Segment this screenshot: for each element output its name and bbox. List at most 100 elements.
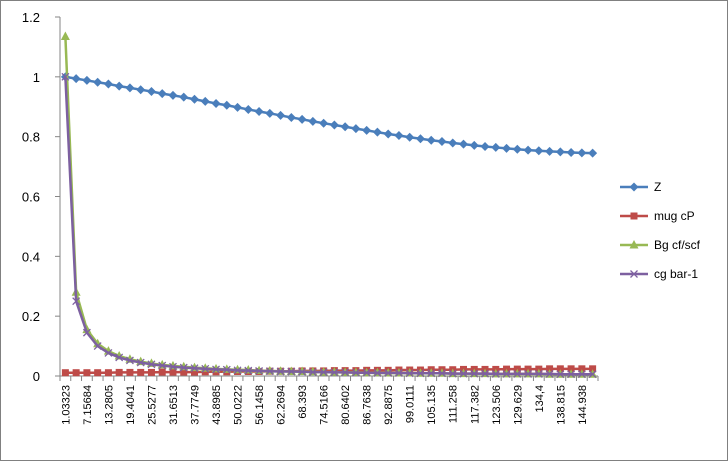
data-point-cg-bar-1: [169, 362, 177, 371]
legend-label: Z: [654, 180, 661, 194]
data-point-z: [254, 107, 264, 117]
data-point-cg-bar-1: [61, 72, 70, 81]
data-point-cg-bar-1: [298, 367, 307, 376]
data-point-z: [157, 89, 167, 99]
x-tick-label: 43.8985: [211, 385, 223, 425]
data-point-z: [103, 79, 113, 89]
data-point-z: [308, 116, 318, 126]
data-point-mug-cp: [115, 368, 123, 376]
data-point-cg-bar-1: [524, 369, 533, 378]
data-point-cg-bar-1: [588, 370, 597, 379]
data-point-mug-cp: [61, 369, 69, 377]
legend-marker: [629, 182, 639, 192]
data-point-z: [319, 118, 329, 128]
legend-item-cg-bar-1: cg bar-1: [620, 267, 698, 281]
data-point-z: [372, 127, 382, 137]
data-point-z: [286, 113, 296, 123]
y-tick-label: 0.4: [22, 249, 40, 264]
data-point-cg-bar-1: [427, 369, 436, 378]
data-point-z: [136, 85, 146, 95]
series-z: [60, 72, 598, 158]
y-tick-label: 1.2: [22, 10, 40, 25]
data-point-mug-cp: [191, 368, 198, 376]
data-point-cg-bar-1: [351, 368, 360, 377]
data-point-mug-cp: [126, 368, 134, 376]
x-tick-label: 117.382: [469, 385, 481, 424]
data-point-z: [480, 142, 490, 152]
data-point-z: [502, 143, 512, 153]
legend-item-bg-cf-scf: Bg cf/scf: [620, 238, 701, 252]
data-point-mug-cp: [180, 368, 188, 376]
data-point-bg-cf-scf: [60, 31, 70, 40]
legend-item-z: Z: [620, 180, 661, 194]
legend-item-mug-cp: mug cP: [620, 209, 695, 223]
series-cg-bar-1: [61, 72, 597, 379]
data-point-cg-bar-1: [201, 364, 210, 373]
data-point-cg-bar-1: [545, 369, 554, 378]
y-tick-label: 0: [33, 369, 40, 384]
data-point-z: [329, 120, 339, 130]
data-point-z: [222, 100, 232, 110]
data-point-z: [491, 142, 501, 152]
data-point-mug-cp: [589, 365, 597, 373]
data-point-z: [71, 74, 81, 84]
data-point-cg-bar-1: [179, 363, 188, 372]
x-tick-label: 129.629: [512, 385, 524, 425]
data-point-cg-bar-1: [72, 297, 81, 306]
data-point-cg-bar-1: [158, 361, 167, 370]
data-point-cg-bar-1: [93, 342, 102, 351]
x-tick-label: 50.0222: [233, 385, 245, 425]
x-tick-label: 68.393: [297, 385, 309, 419]
data-point-z: [297, 114, 307, 124]
data-point-mug-cp: [83, 369, 91, 377]
data-point-cg-bar-1: [362, 368, 371, 377]
data-point-z: [351, 124, 361, 134]
data-point-cg-bar-1: [448, 369, 457, 378]
data-point-cg-bar-1: [255, 366, 264, 375]
data-point-cg-bar-1: [287, 367, 296, 376]
data-point-cg-bar-1: [405, 369, 414, 378]
data-point-cg-bar-1: [491, 369, 500, 378]
data-point-cg-bar-1: [115, 353, 124, 362]
data-point-z: [211, 98, 221, 108]
data-point-mug-cp: [169, 368, 177, 376]
y-tick-label: 0.8: [22, 130, 40, 145]
y-tick-label: 1: [33, 70, 40, 85]
data-point-cg-bar-1: [233, 366, 242, 375]
data-point-z: [362, 125, 372, 135]
x-tick-label: 80.6402: [340, 385, 352, 425]
legend-marker: [630, 270, 638, 278]
data-point-cg-bar-1: [104, 349, 113, 357]
legend-marker: [629, 240, 639, 249]
legend-label: Bg cf/scf: [654, 238, 701, 252]
data-point-z: [523, 145, 533, 155]
data-point-mug-cp: [137, 368, 145, 376]
legend-label: cg bar-1: [654, 267, 698, 281]
data-point-z: [190, 94, 199, 104]
legend-marker: [630, 212, 638, 220]
data-point-z: [512, 144, 522, 154]
y-axis: 0 0.2 0.4 0.6 0.8 1 1.2: [22, 10, 61, 384]
x-axis: 1.03323 7.15684 13.2805 19.4041 25.5277 31.65…: [59, 375, 599, 425]
data-point-mug-cp: [201, 368, 209, 376]
x-tick-label: 99.0111: [405, 385, 417, 423]
data-point-mug-cp: [72, 369, 80, 377]
data-point-cg-bar-1: [384, 369, 393, 377]
data-point-mug-cp: [556, 365, 564, 373]
data-point-mug-cp: [567, 365, 575, 373]
data-point-cg-bar-1: [82, 328, 91, 337]
y-tick-label: 0.2: [22, 309, 40, 324]
data-point-cg-bar-1: [341, 368, 350, 377]
data-point-cg-bar-1: [438, 369, 446, 378]
data-point-z: [566, 148, 576, 158]
data-point-z: [82, 75, 92, 85]
data-point-cg-bar-1: [577, 370, 586, 379]
data-point-z: [179, 92, 189, 102]
data-point-cg-bar-1: [330, 368, 339, 377]
data-point-cg-bar-1: [470, 369, 479, 378]
data-point-z: [93, 77, 103, 87]
data-point-z: [588, 148, 598, 158]
data-point-z: [437, 136, 447, 146]
